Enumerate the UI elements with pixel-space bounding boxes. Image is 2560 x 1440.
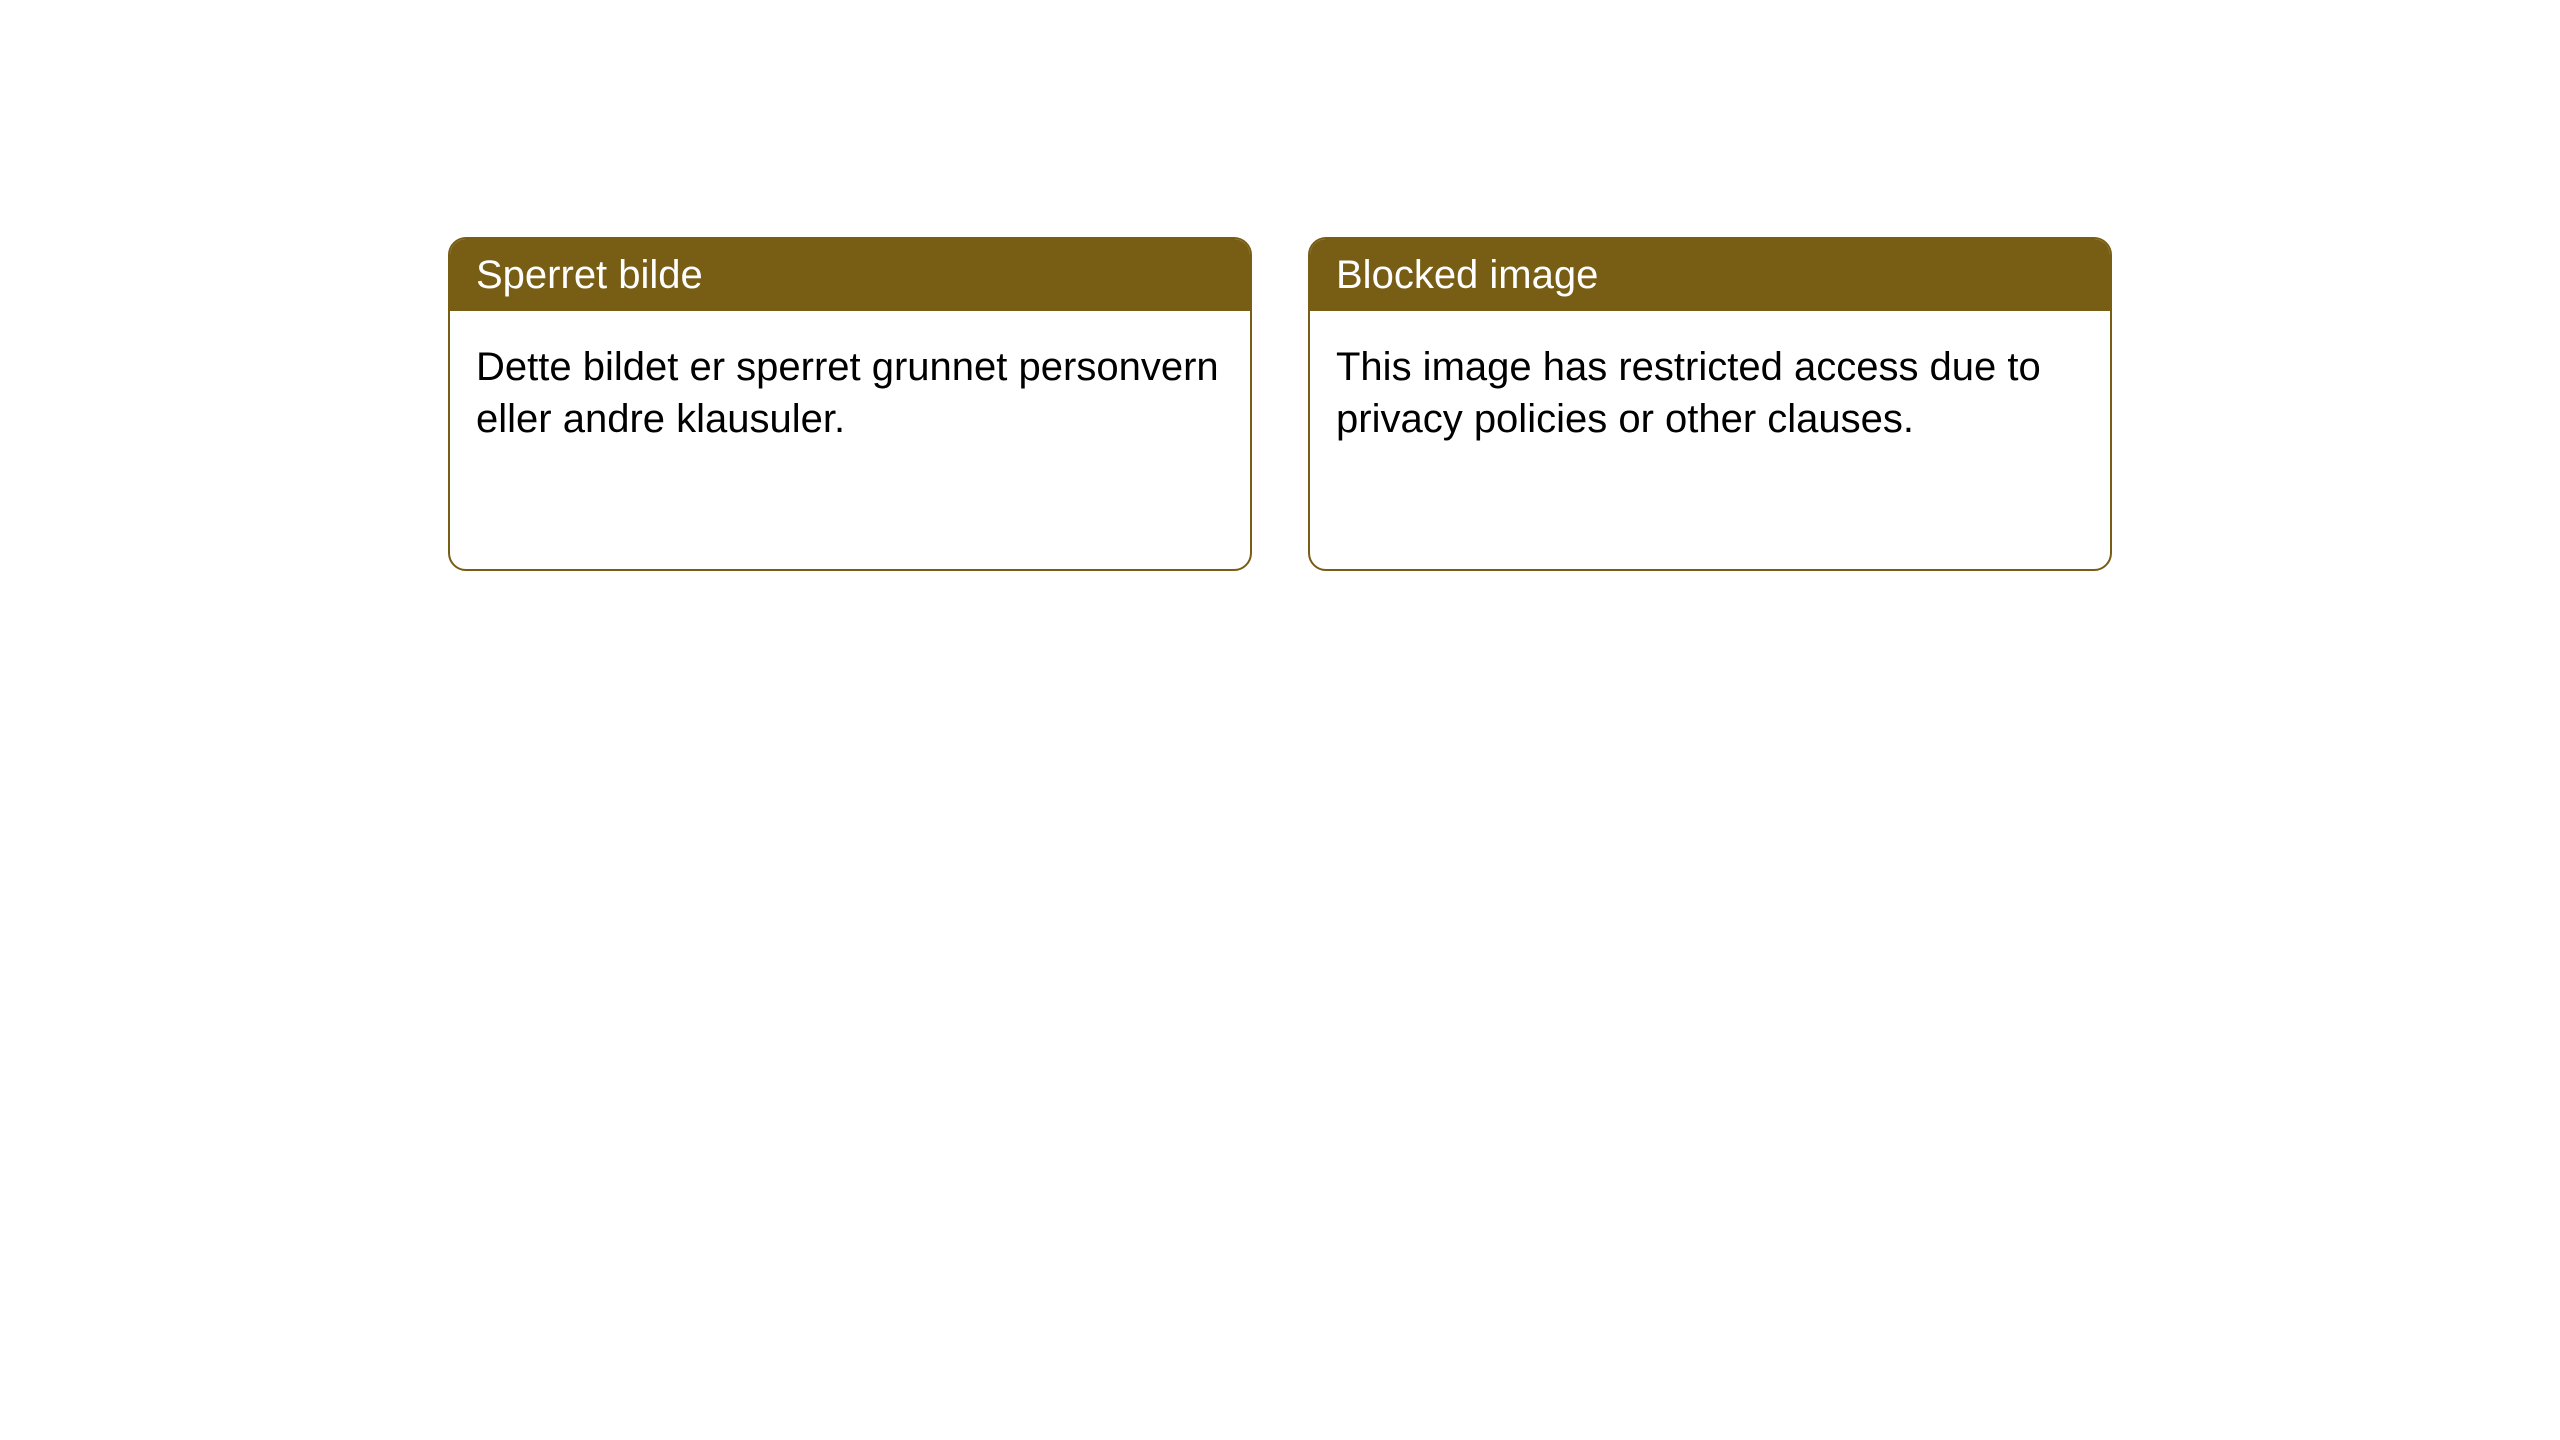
card-body-text: This image has restricted access due to … xyxy=(1336,345,2041,441)
card-body: This image has restricted access due to … xyxy=(1310,311,2110,475)
card-body-text: Dette bildet er sperret grunnet personve… xyxy=(476,345,1219,441)
card-body: Dette bildet er sperret grunnet personve… xyxy=(450,311,1250,475)
card-title: Sperret bilde xyxy=(476,253,703,297)
notice-card-norwegian: Sperret bilde Dette bildet er sperret gr… xyxy=(448,237,1252,571)
notice-card-english: Blocked image This image has restricted … xyxy=(1308,237,2112,571)
card-header: Sperret bilde xyxy=(450,239,1250,311)
notice-cards-container: Sperret bilde Dette bildet er sperret gr… xyxy=(448,237,2112,571)
card-header: Blocked image xyxy=(1310,239,2110,311)
card-title: Blocked image xyxy=(1336,253,1598,297)
